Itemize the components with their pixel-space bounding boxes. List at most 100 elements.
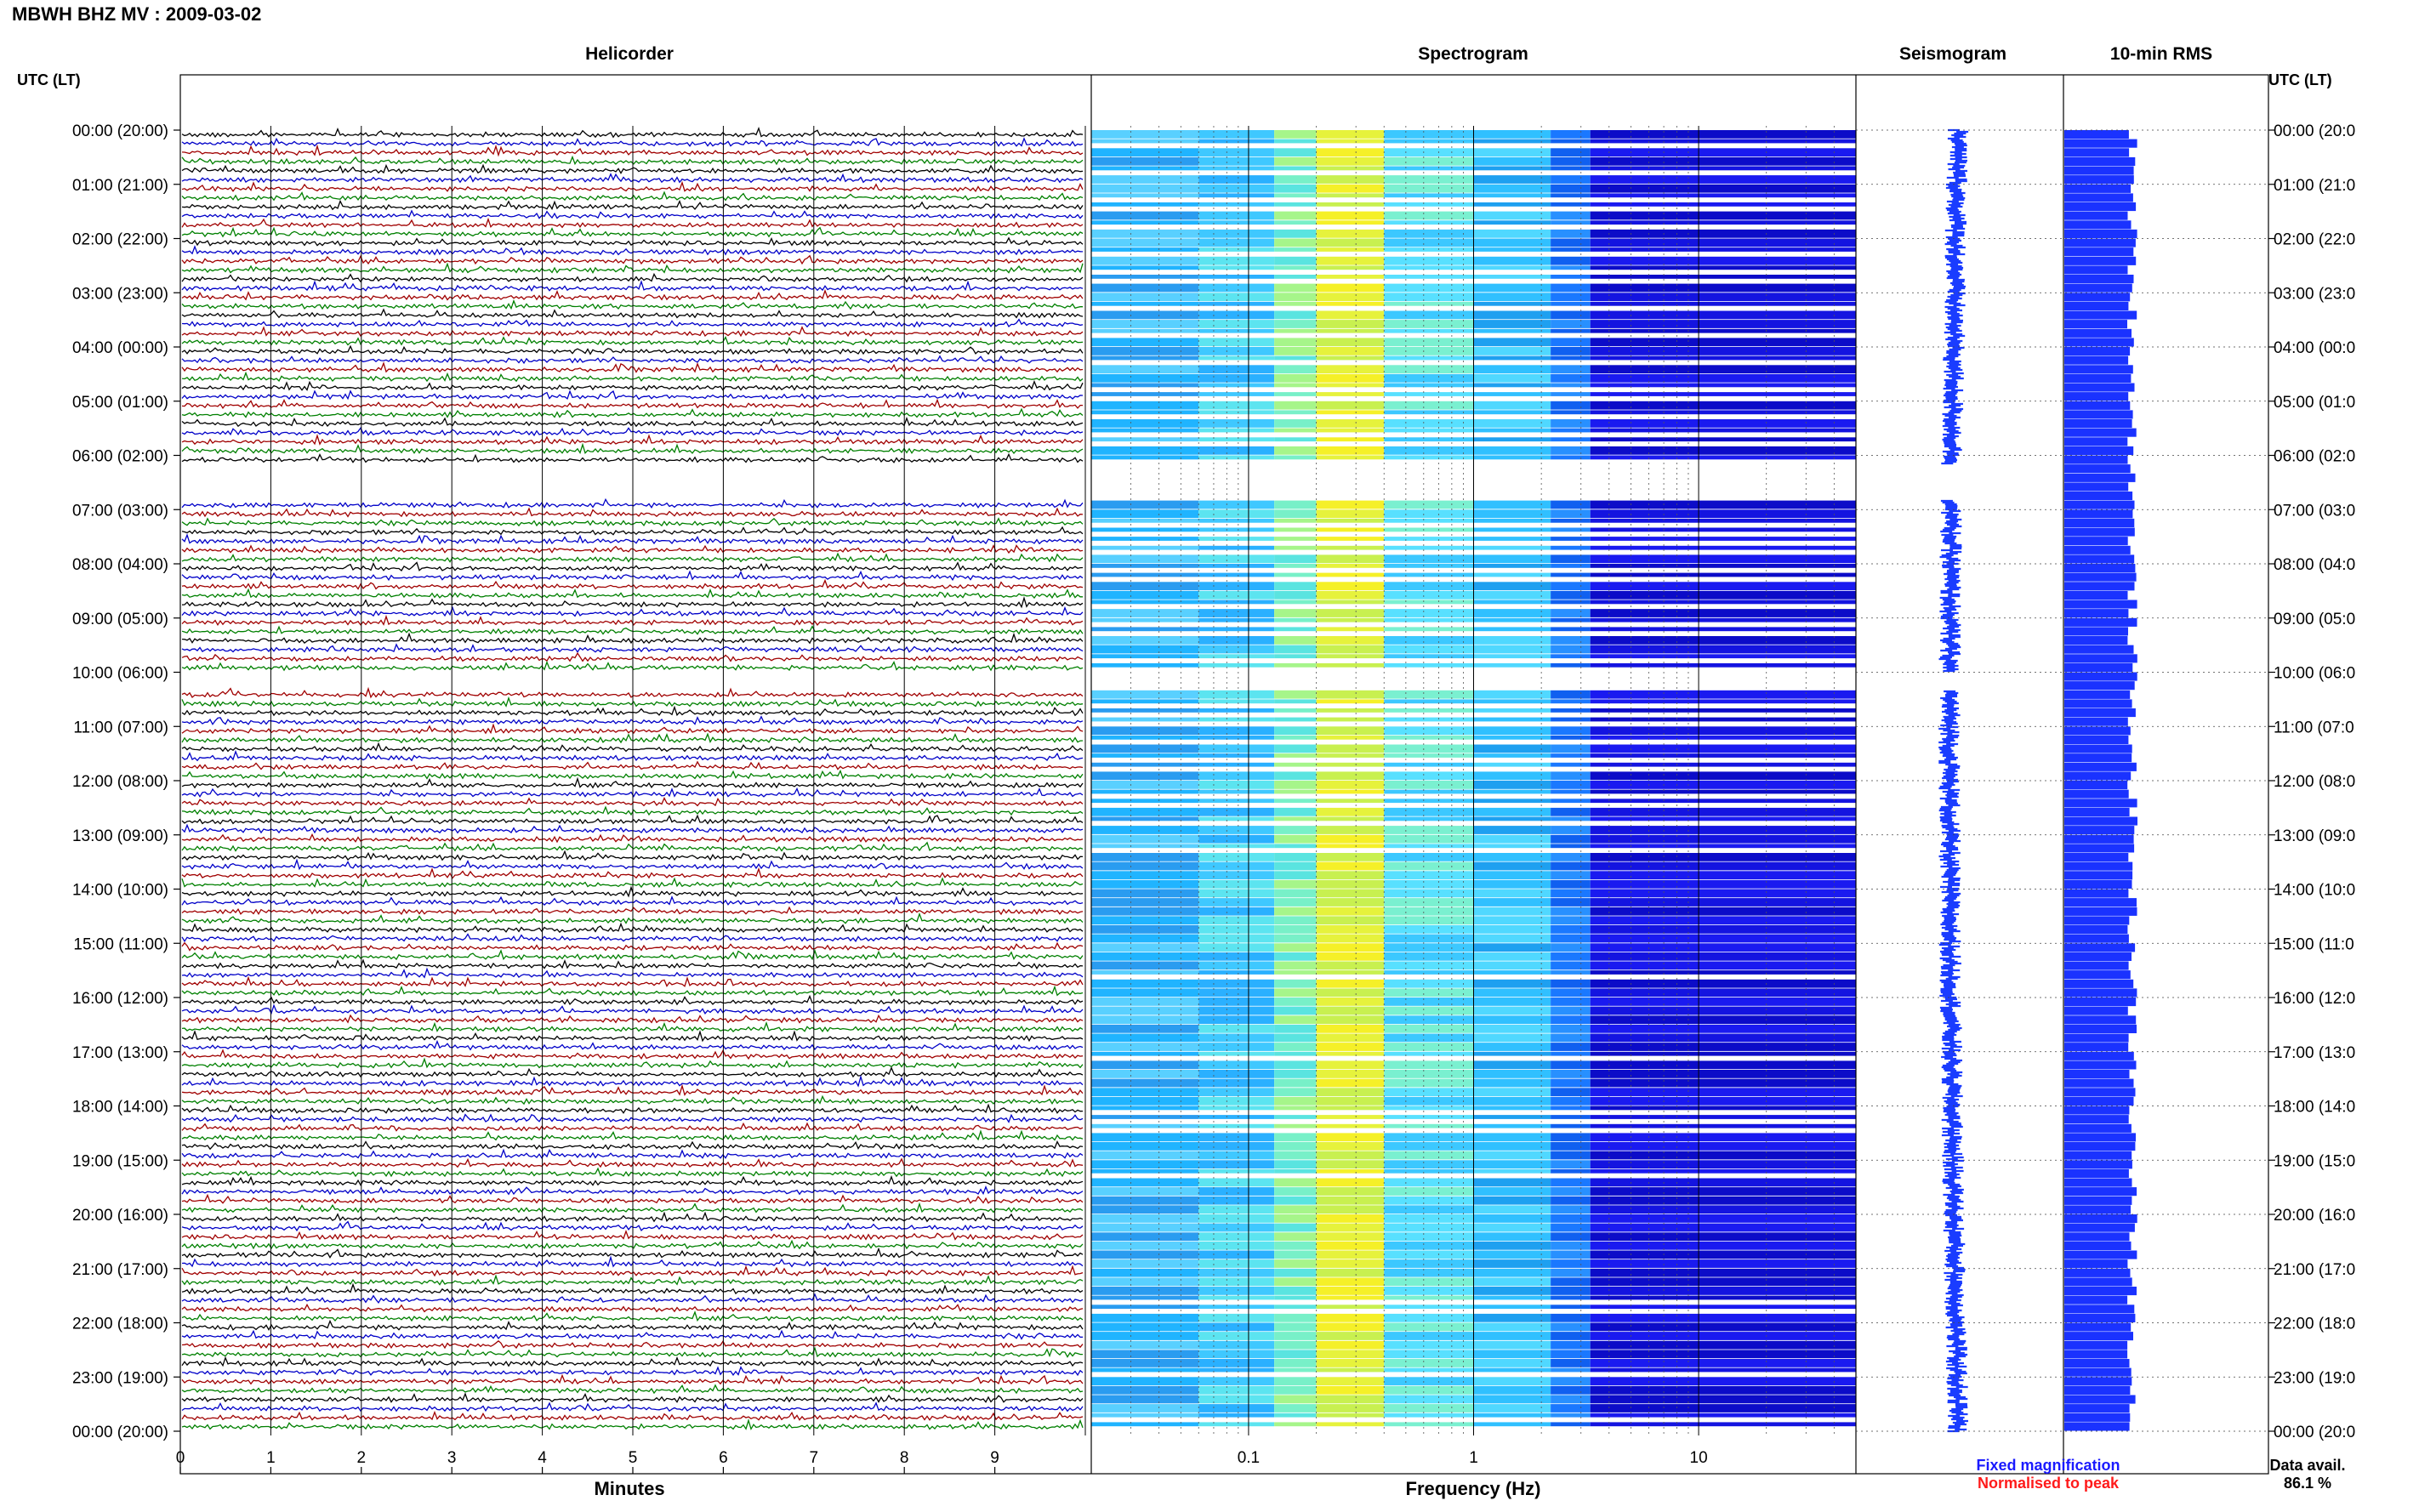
rms-bar [2064,1223,2135,1232]
spectrogram-cell [1274,807,1317,816]
rms-bar [2064,401,2131,410]
spectrogram-cell [1384,1088,1474,1097]
hour-label-right: 15:00 (11:0 [2274,935,2354,953]
spectrogram-cell [1590,690,1856,699]
rms-bar [2064,1404,2130,1413]
spectrogram-cell [1316,1070,1385,1078]
spectrogram-cell [1590,1241,1856,1250]
spectrogram-cell [1384,175,1474,184]
spectrogram-cell [1198,590,1274,600]
spectrogram-cell [1091,383,1199,388]
spectrogram-cell [1316,347,1385,355]
spectrogram-cell [1473,1404,1551,1413]
spectrogram-cell [1274,609,1317,617]
plot-frame [179,74,2269,1475]
spectrogram-cell [1551,545,1591,550]
spectrogram-cell [1473,1070,1551,1078]
hour-label-left: 09:00 (05:00) [72,611,168,628]
spectrogram-cell [1590,735,1856,740]
spectrogram-cell [1473,1060,1551,1070]
spectrogram-cell [1274,762,1317,767]
hour-label-left: 10:00 (06:00) [72,665,168,683]
spectrogram-cell [1551,1106,1591,1111]
spectrogram-cell [1316,627,1385,632]
spectrogram-cell [1316,1305,1385,1310]
spectrogram-cell [1590,148,1856,157]
spectrogram-cell [1198,952,1274,961]
spectrogram-cell [1091,1187,1199,1196]
spectrogram-cell [1091,211,1199,220]
spectrogram-cell [1551,256,1591,265]
spectrogram-cell [1473,627,1551,632]
spectrogram-cell [1198,564,1274,568]
spectrogram-cell [1590,220,1856,225]
rms-bar [2064,889,2129,898]
spectrogram-cell [1590,1178,1856,1187]
spectrogram-cell [1384,1313,1474,1322]
spectrogram-cell [1091,373,1199,383]
spectrogram-cell [1384,1142,1474,1151]
spectrogram-cell [1473,509,1551,519]
spectrogram-cell [1590,537,1856,541]
helicorder-title: Helicorder [585,44,674,64]
spectrogram-cell [1198,853,1274,861]
hour-label-right: 16:00 (12:0 [2274,990,2355,1008]
spectrogram-cell [1316,410,1385,415]
spectrogram-cell [1198,1078,1274,1088]
rms-bar [2064,672,2137,681]
spectrogram-cell [1473,1332,1551,1340]
spectrogram-cell [1198,789,1274,794]
rms-bar [2064,265,2128,275]
spectrogram-cell [1316,1133,1385,1142]
spectrogram-cell [1091,907,1199,916]
spectrogram-cell [1551,1151,1591,1160]
spectrogram-cell [1473,1313,1551,1322]
spectrogram-cell [1551,1332,1591,1340]
rms-bar [2064,1313,2136,1322]
hour-label-left: 07:00 (03:00) [72,502,168,520]
rms-bar [2064,1088,2136,1097]
spectrogram-cell [1198,889,1274,898]
spectrogram-cell [1590,202,1856,207]
spectrogram-cell [1316,229,1385,238]
spectrogram-cell [1198,1106,1274,1111]
spectrogram-cell [1274,156,1317,166]
spectrogram-cell [1274,708,1317,713]
spectrogram-cell [1384,1123,1474,1128]
rms-bar [2064,1385,2131,1395]
spectrogram-cell [1590,1115,1856,1119]
rms-bar [2064,1359,2130,1368]
spectrogram-cell [1274,328,1317,333]
spectrogram-cell [1316,1295,1385,1300]
spectrogram-cell [1384,1305,1474,1310]
spectrogram-cell [1274,256,1317,265]
rms-bar [2064,627,2128,636]
spectrogram-cell [1473,789,1551,794]
spectrogram-cell [1091,636,1199,645]
spectrogram-cell [1316,365,1385,374]
spectrogram-cell [1551,437,1591,442]
spectrogram-cell [1198,871,1274,880]
rms-bar [2064,229,2137,238]
spectrogram-cell [1473,961,1551,970]
rms-bar [2064,383,2135,392]
spectrogram-cell [1198,537,1274,541]
spectrogram-cell [1316,762,1385,767]
spectrogram-cell [1384,1332,1474,1340]
spectrogram-cell [1473,572,1551,577]
spectrogram-cell [1473,148,1551,157]
spectrogram-cell [1590,238,1856,247]
spectrogram-cell [1316,844,1385,849]
spectrogram-cell [1316,1359,1385,1367]
spectrogram-cell [1198,446,1274,455]
spectrogram-cell [1091,1043,1199,1051]
spectrogram-cell [1473,1142,1551,1151]
rms-bar [2064,1350,2128,1359]
spectrogram-cell [1316,1385,1385,1395]
spectrogram-cell [1274,961,1317,970]
hour-label-right: 02:00 (22:0 [2274,231,2355,249]
spectrogram-cell [1551,355,1591,361]
spectrogram-cell [1316,355,1385,361]
spectrogram-cell [1473,428,1551,433]
